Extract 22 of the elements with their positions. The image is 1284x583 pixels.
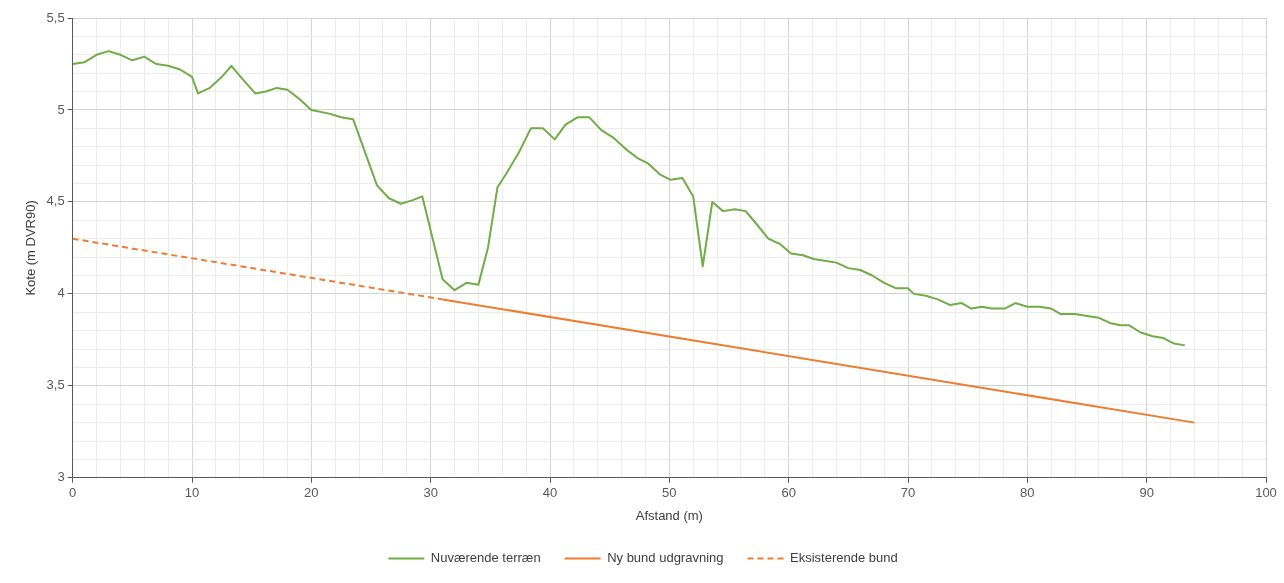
legend-label: Eksisterende bund: [790, 550, 898, 566]
y-axis-title: Kote (m DVR90): [23, 200, 39, 296]
y-tick-label: 3,5: [46, 377, 65, 393]
x-tick-label: 60: [781, 485, 796, 501]
x-tick-label: 50: [662, 485, 677, 501]
x-tick-label: 70: [900, 485, 916, 501]
y-tick-label: 4: [57, 285, 65, 301]
x-axis-title: Afstand (m): [635, 507, 703, 523]
x-tick-label: 30: [423, 485, 438, 501]
y-tick-label: 5: [57, 101, 65, 117]
x-tick-label: 10: [184, 485, 200, 501]
y-tick-label: 4,5: [46, 193, 65, 209]
x-tick-label: 20: [304, 485, 319, 501]
legend-label: Ny bund udgravning: [607, 550, 724, 566]
y-tick-label: 5,5: [46, 9, 65, 25]
x-tick-label: 100: [1255, 485, 1277, 501]
x-tick-label: 40: [542, 485, 558, 501]
x-tick-label: 0: [69, 485, 77, 501]
x-tick-label: 90: [1139, 485, 1154, 501]
y-tick-label: 3: [57, 469, 65, 485]
legend-label: Nuværende terræn: [430, 550, 541, 566]
x-tick-label: 80: [1020, 485, 1035, 501]
